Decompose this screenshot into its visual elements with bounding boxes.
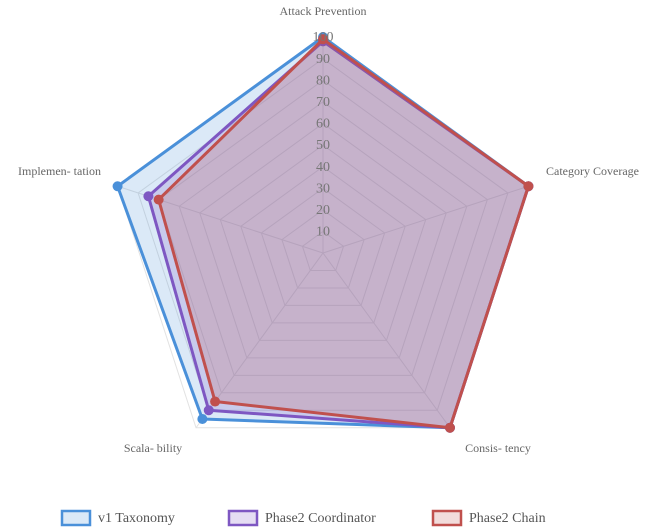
legend-swatch xyxy=(431,509,463,527)
y-tick-label: 30 xyxy=(316,181,330,196)
grid-line xyxy=(219,144,427,341)
grid-line xyxy=(199,122,447,359)
data-point xyxy=(203,405,214,416)
data-point xyxy=(318,34,328,45)
grid-line xyxy=(158,79,488,394)
legend-label: Phase2 Coordinator xyxy=(265,511,376,526)
y-tick-label: 60 xyxy=(316,117,330,132)
legend-label: v1 Taxonomy xyxy=(98,511,175,526)
y-tick-label: 50 xyxy=(316,138,330,153)
grid-line xyxy=(281,209,365,289)
spoke xyxy=(322,185,529,254)
data-point xyxy=(197,414,208,425)
data-point xyxy=(143,191,154,202)
grid-line xyxy=(178,101,468,376)
data-point xyxy=(112,181,123,192)
grid-line xyxy=(260,187,386,306)
y-tick-label: 40 xyxy=(316,160,330,175)
legend-swatch xyxy=(60,509,92,527)
y-tick-label: 100 xyxy=(313,30,334,45)
data-point xyxy=(153,194,164,205)
legend-swatch xyxy=(227,509,259,527)
axis-label: Consis- tency xyxy=(465,441,531,455)
spoke xyxy=(322,252,451,429)
y-tick-label: 10 xyxy=(316,225,330,240)
axis-label: Attack Prevention xyxy=(280,4,367,18)
grid-line xyxy=(301,230,345,271)
y-tick-label: 80 xyxy=(316,73,330,88)
data-point xyxy=(444,422,455,433)
axis-label: Scala- bility xyxy=(124,441,182,455)
series-area xyxy=(157,37,530,430)
grid-line xyxy=(240,165,406,324)
legend-label: Phase2 Chain xyxy=(469,511,546,526)
data-point xyxy=(210,396,221,407)
y-tick-label: 90 xyxy=(316,52,330,67)
axis-label: Category Coverage xyxy=(546,164,639,178)
grid-line xyxy=(137,57,509,411)
data-point xyxy=(523,181,534,192)
y-tick-label: 70 xyxy=(316,95,330,110)
y-tick-label: 20 xyxy=(316,203,330,218)
axis-label: Implemen- tation xyxy=(18,164,101,178)
